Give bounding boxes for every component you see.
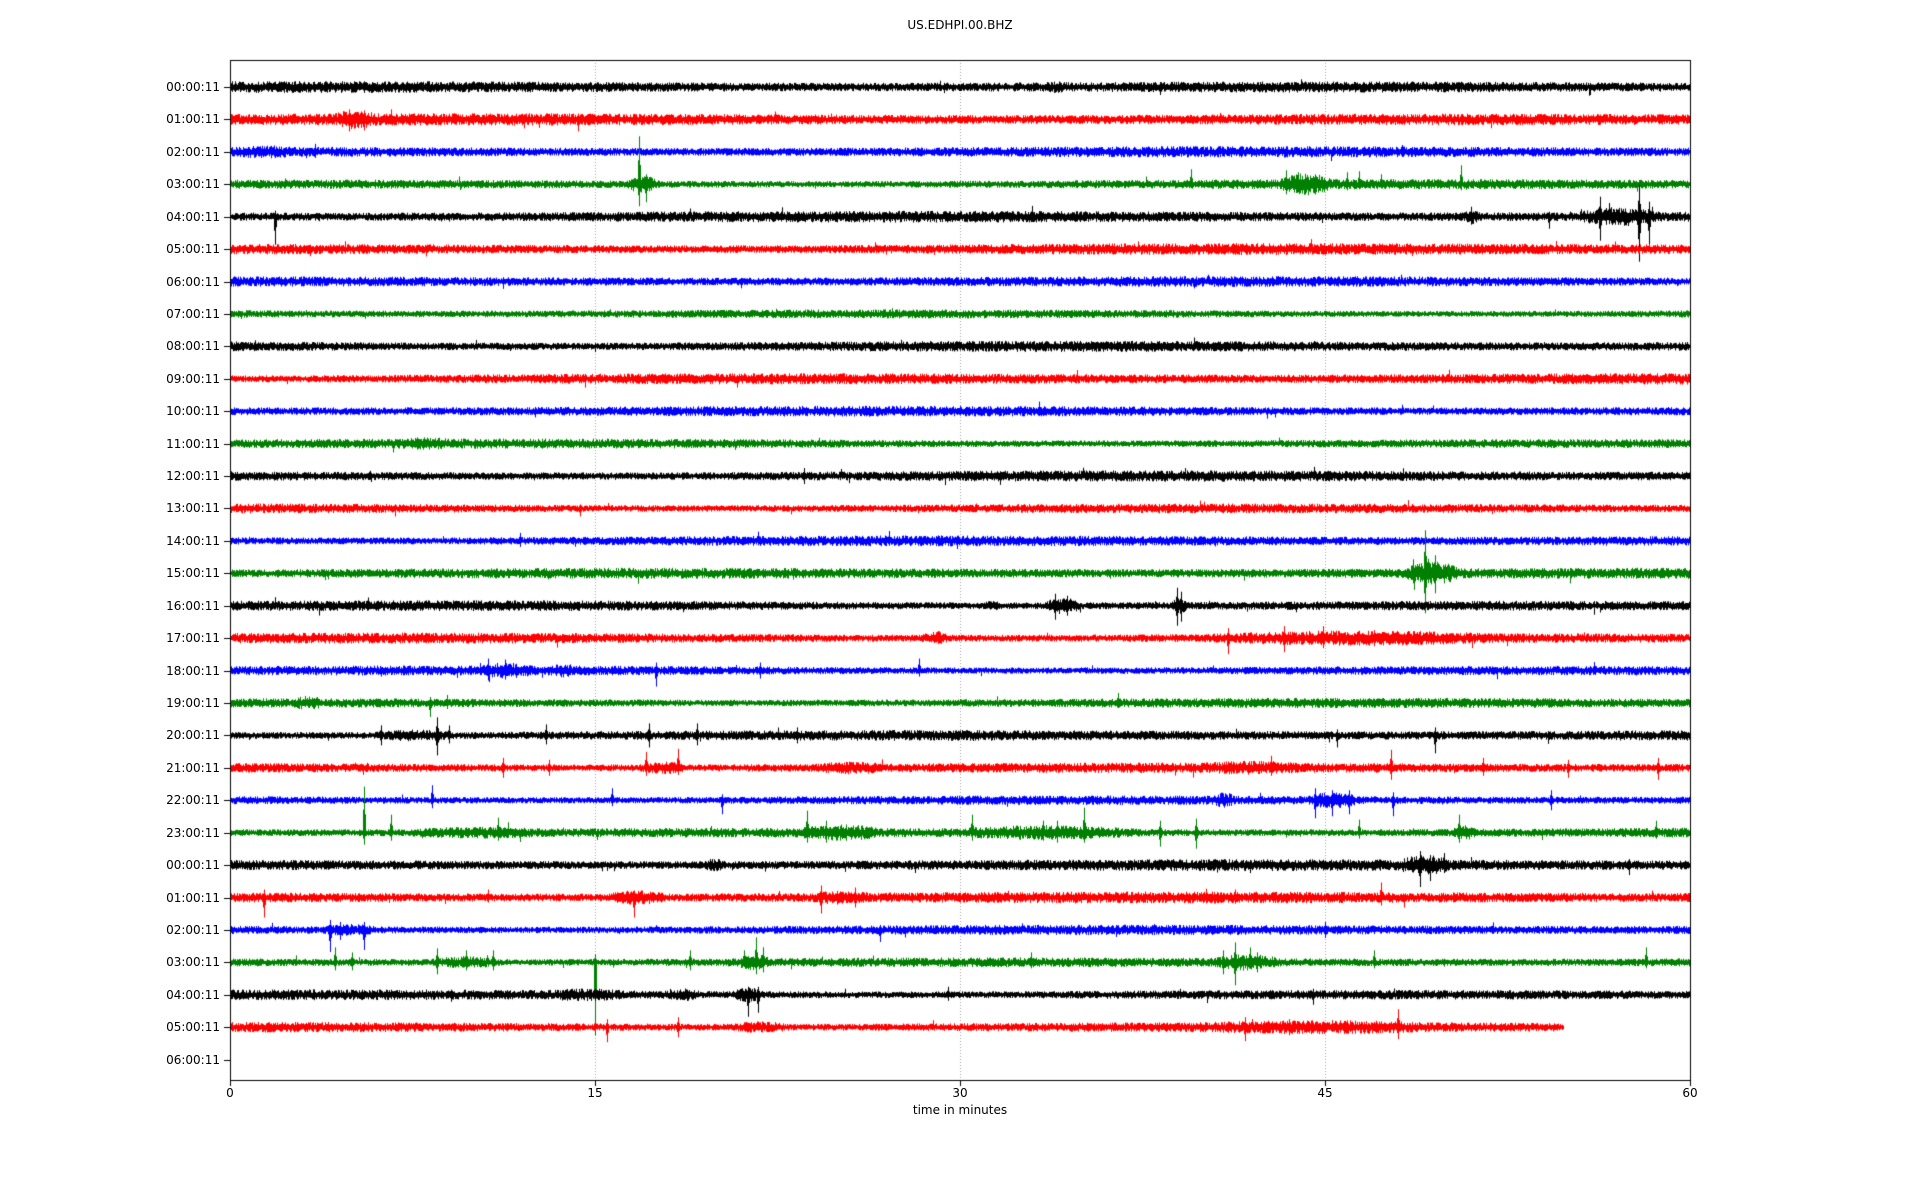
x-tick-label: 30	[952, 1086, 968, 1100]
x-tick-label: 0	[226, 1086, 234, 1100]
y-tick-label: 15:00:11	[166, 566, 220, 581]
y-tick-label: 05:00:11	[166, 1020, 220, 1035]
y-tick-label: 00:00:11	[166, 858, 220, 873]
y-tick-label: 10:00:11	[166, 404, 220, 419]
y-tick-label: 12:00:11	[166, 469, 220, 484]
y-tick-label: 19:00:11	[166, 695, 220, 710]
y-tick-label: 06:00:11	[166, 1052, 220, 1067]
y-tick-label: 04:00:11	[166, 209, 220, 224]
y-tick-label: 01:00:11	[166, 112, 220, 127]
y-tick-label: 00:00:11	[166, 80, 220, 94]
y-tick-label: 11:00:11	[166, 436, 220, 451]
y-tick-label: 16:00:11	[166, 598, 220, 613]
y-tick-label: 14:00:11	[166, 533, 220, 548]
y-tick-label: 03:00:11	[166, 955, 220, 970]
x-tick-label: 15	[587, 1086, 603, 1100]
y-tick-label: 20:00:11	[166, 728, 220, 743]
x-axis-label: time in minutes	[912, 1103, 1008, 1117]
y-tick-label: 05:00:11	[166, 242, 220, 257]
y-tick-label: 06:00:11	[166, 274, 220, 289]
y-tick-label: 02:00:11	[166, 922, 220, 937]
y-tick-label: 08:00:11	[166, 339, 220, 354]
x-tick-label: 60	[1682, 1086, 1698, 1100]
x-tick-label: 45	[1317, 1086, 1333, 1100]
y-tick-label: 04:00:11	[166, 987, 220, 1002]
y-tick-label: 02:00:11	[166, 144, 220, 159]
y-tick-label: 23:00:11	[166, 825, 220, 840]
y-tick-label: 13:00:11	[166, 501, 220, 516]
y-tick-label: 17:00:11	[166, 631, 220, 646]
y-tick-label: 21:00:11	[166, 760, 220, 775]
y-tick-label: 01:00:11	[166, 890, 220, 905]
chart-title: US.EDHPI.00.BHZ	[907, 18, 1013, 32]
y-tick-label: 03:00:11	[166, 177, 220, 192]
y-tick-label: 09:00:11	[166, 371, 220, 386]
y-tick-label: 22:00:11	[166, 793, 220, 808]
y-tick-label: 18:00:11	[166, 663, 220, 678]
y-tick-label: 07:00:11	[166, 306, 220, 321]
